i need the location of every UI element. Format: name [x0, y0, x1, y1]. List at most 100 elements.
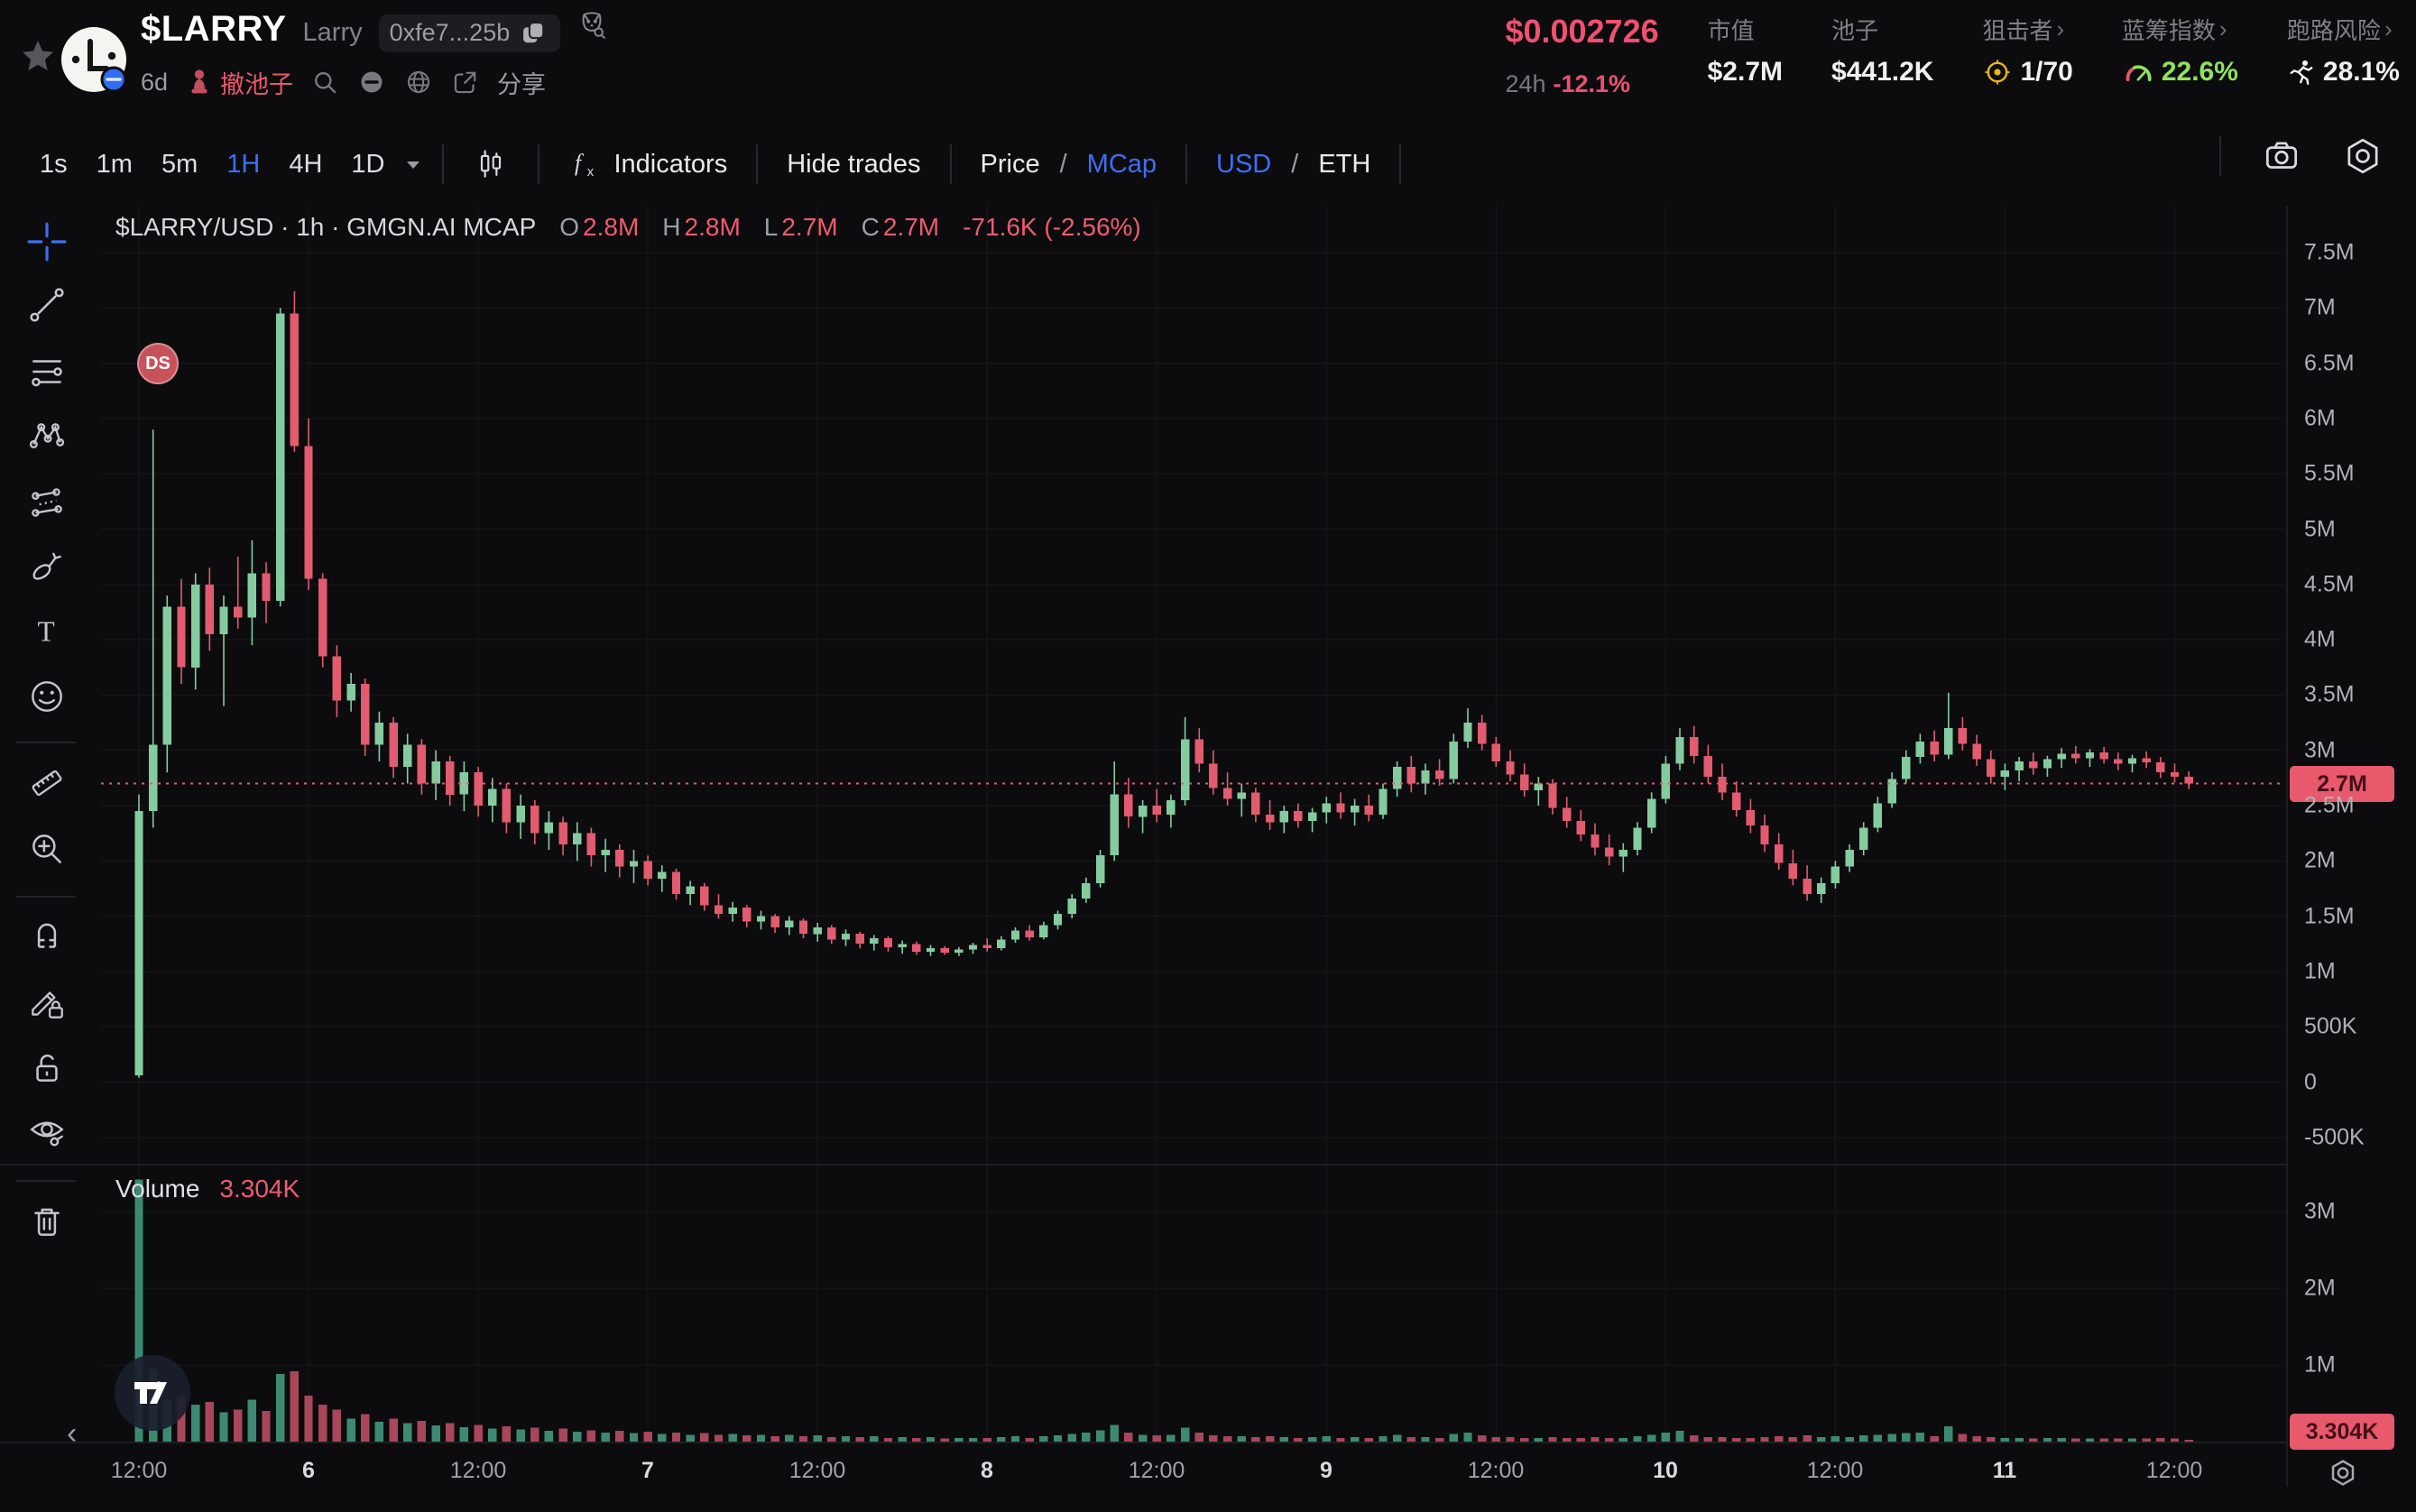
- interval-dropdown-caret[interactable]: [404, 157, 422, 171]
- token-age: 6d: [141, 68, 169, 96]
- x-axis-label: 12:00: [110, 1458, 168, 1483]
- telegram-muted-icon[interactable]: [356, 67, 387, 97]
- copy-icon[interactable]: [519, 18, 549, 49]
- high-label: H: [662, 213, 681, 241]
- tradingview-logo[interactable]: [115, 1355, 190, 1431]
- interval-1s[interactable]: 1s: [40, 149, 68, 179]
- price-option[interactable]: Price: [980, 149, 1040, 179]
- watchlist-star-icon[interactable]: [20, 38, 56, 74]
- stat-狙击者[interactable]: 狙击者 › 1/70: [1982, 13, 2072, 88]
- website-globe-icon[interactable]: [403, 67, 434, 97]
- lock-tool[interactable]: [22, 1043, 72, 1093]
- y-axis-label: -500K: [2304, 1124, 2365, 1150]
- stat-label[interactable]: 蓝筹指数 ›: [2121, 15, 2227, 44]
- close-value: 2.7M: [882, 213, 940, 241]
- close-label: C: [861, 213, 880, 241]
- y-axis-label: 2M: [2304, 847, 2336, 873]
- stat-label[interactable]: 狙击者 ›: [1982, 15, 2065, 44]
- price-block: $0.002726 24h -12.1%: [1505, 13, 1658, 98]
- interval-4H[interactable]: 4H: [289, 149, 323, 179]
- trendline-tool[interactable]: [22, 280, 72, 330]
- projection-tool[interactable]: [22, 477, 72, 528]
- search-icon[interactable]: [309, 67, 340, 97]
- toolbar-separator: [2219, 136, 2221, 176]
- scroll-left-icon[interactable]: ‹: [67, 1416, 78, 1451]
- slash-divider: /: [1059, 149, 1067, 179]
- token-title-block: $LARRY Larry 0xfe7...25b 6d: [141, 9, 607, 100]
- fib-lines-tool[interactable]: [22, 346, 72, 397]
- y-axis-label: 3M: [2304, 737, 2336, 763]
- x-axis-label: 7: [641, 1458, 654, 1483]
- interval-1D[interactable]: 1D: [351, 149, 385, 179]
- owl-scanner-icon[interactable]: [576, 10, 607, 41]
- current-price-tag: 2.7M: [2290, 766, 2394, 802]
- candle-style-button[interactable]: [464, 144, 518, 184]
- eth-option[interactable]: ETH: [1318, 149, 1371, 179]
- text-tool[interactable]: T: [22, 606, 72, 657]
- tool-rail-divider: [16, 742, 76, 743]
- contract-address-pill[interactable]: 0xfe7...25b: [378, 14, 561, 52]
- pane-divider[interactable]: [0, 1164, 2286, 1166]
- usd-eth-toggle[interactable]: USD / ETH: [1207, 150, 1379, 180]
- stat-value: $2.7M: [1707, 57, 1784, 87]
- crosshair-tool[interactable]: [22, 217, 72, 267]
- ruler-tool[interactable]: [22, 758, 72, 808]
- price-mcap-toggle[interactable]: Price / MCap: [972, 150, 1167, 180]
- stat-蓝筹指数[interactable]: 蓝筹指数 › 22.6%: [2122, 13, 2238, 88]
- interval-5m[interactable]: 5m: [161, 149, 198, 179]
- token-avatar[interactable]: [60, 25, 128, 94]
- stat-label[interactable]: 跑路风险 ›: [2286, 15, 2393, 44]
- external-link-icon[interactable]: [450, 67, 481, 97]
- volume-axis-label: 2M: [2304, 1275, 2336, 1301]
- zoom-in-tool[interactable]: [22, 824, 72, 874]
- share-label[interactable]: 分享: [497, 70, 547, 98]
- usd-option[interactable]: USD: [1216, 149, 1272, 179]
- emoji-tool[interactable]: [22, 671, 72, 722]
- stat-value: 28.1%: [2287, 57, 2400, 88]
- dev-sell-badge[interactable]: DS: [137, 343, 179, 384]
- current-volume-tag: 3.304K: [2290, 1414, 2394, 1450]
- x-axis-label: 12:00: [449, 1458, 507, 1483]
- hide-trades-label: Hide trades: [787, 149, 921, 179]
- rug-flag[interactable]: 撤池子: [184, 65, 293, 100]
- contract-address: 0xfe7...25b: [389, 19, 511, 46]
- y-axis-label: 7.5M: [2304, 239, 2355, 265]
- y-axis-label: 2.5M: [2304, 792, 2355, 818]
- chain-badge: [100, 66, 127, 93]
- y-axis-label: 1M: [2304, 958, 2336, 984]
- interval-1m[interactable]: 1m: [96, 149, 133, 179]
- y-axis-label: 6.5M: [2304, 350, 2355, 376]
- token-symbol: $LARRY: [141, 9, 287, 49]
- open-label: O: [559, 213, 580, 241]
- volume-axis-label: 3M: [2304, 1198, 2336, 1224]
- delete-tool[interactable]: [22, 1196, 72, 1247]
- hide-trades-button[interactable]: Hide trades: [778, 150, 929, 180]
- header-stats: $0.002726 24h -12.1% 市值 $2.7M 池子 $441.2K 狙击者 ›…: [1505, 13, 2400, 98]
- pattern-tool[interactable]: [22, 410, 72, 461]
- settings-gear-icon[interactable]: [2342, 135, 2384, 177]
- magnet-tool[interactable]: [22, 911, 72, 962]
- candles: [134, 290, 2193, 1078]
- visibility-tool[interactable]: [22, 1106, 72, 1157]
- time-axis-border: [0, 1442, 2286, 1443]
- timezone-settings-icon[interactable]: [2324, 1454, 2362, 1492]
- change-period: 24h: [1505, 70, 1546, 97]
- brush-tool[interactable]: [22, 542, 72, 593]
- grid-lines: [101, 206, 2284, 1442]
- token-price: $0.002726: [1505, 13, 1659, 50]
- low-label: L: [763, 213, 779, 241]
- drawing-lock-tool[interactable]: [22, 978, 72, 1028]
- screenshot-camera-icon[interactable]: [2261, 135, 2302, 177]
- stat-label: 池子: [1831, 17, 1879, 44]
- mcap-option[interactable]: MCap: [1086, 149, 1157, 179]
- volume-legend: Volume 3.304K: [115, 1175, 300, 1203]
- stat-跑路风险[interactable]: 跑路风险 › 28.1%: [2287, 13, 2400, 88]
- interval-1H[interactable]: 1H: [226, 149, 261, 179]
- x-axis-label: 9: [1320, 1458, 1332, 1483]
- pawn-icon: [191, 69, 207, 94]
- legend-change: -71.6K (-2.56%): [963, 213, 1141, 241]
